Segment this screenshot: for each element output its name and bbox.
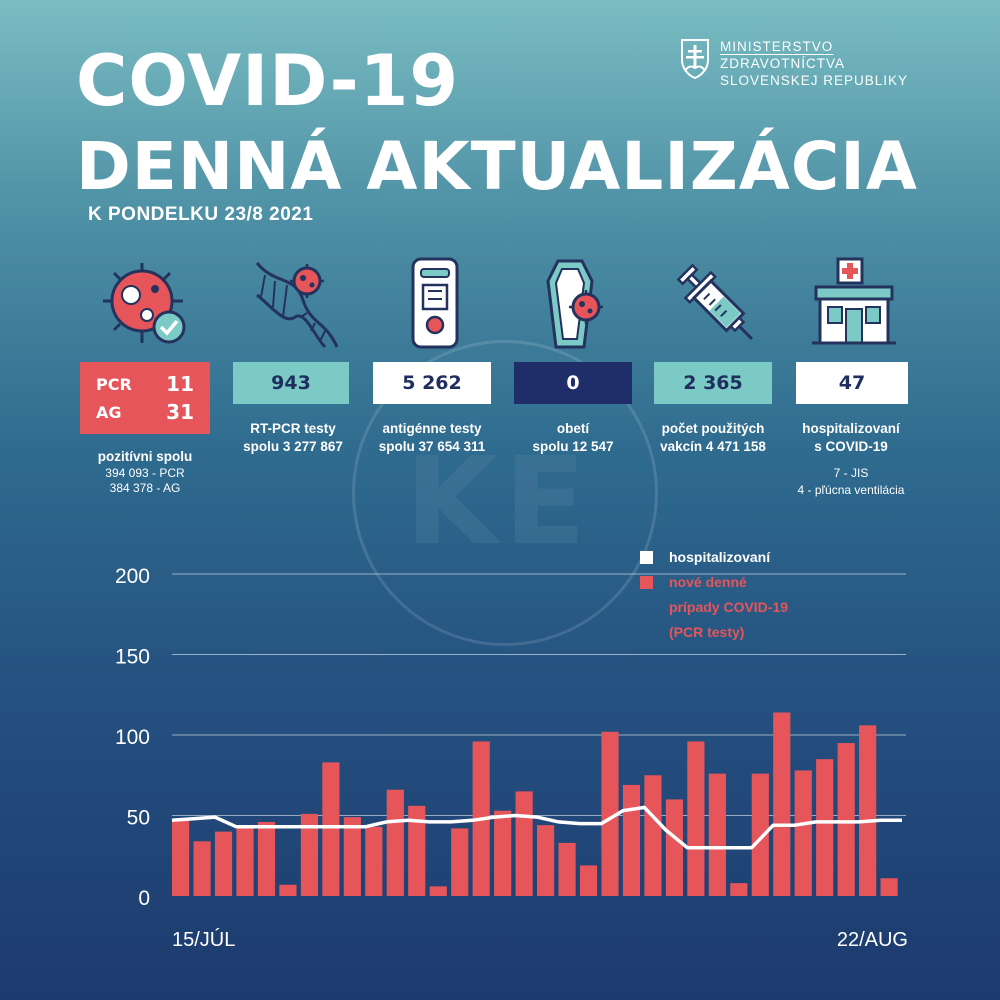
vaccines-label-2: vakcín 4 471 158	[660, 439, 766, 454]
watermark-text: KE	[405, 433, 592, 572]
legend-new-cases-line-3: (PCR testy)	[669, 624, 745, 640]
rtpcr-label: RT-PCR testy spolu 3 277 867	[226, 420, 360, 456]
hospital-label-1: hospitalizovaní	[802, 421, 900, 436]
bar	[880, 878, 898, 896]
pcr-value: 11	[166, 372, 194, 396]
legend-new-cases-line-2: prípady COVID-19	[669, 599, 789, 615]
bar	[386, 789, 404, 896]
ministry-name-line-1: MINISTERSTVO	[720, 39, 834, 54]
deaths-label-2: spolu 12 547	[532, 439, 614, 454]
hospital-icu: 7 - JIS	[833, 466, 869, 480]
positive-ag-total: 384 378 - AG	[109, 481, 181, 495]
hospital-label: hospitalizovaní s COVID-19 7 - JIS 4 - p…	[776, 420, 926, 498]
rtpcr-label-1: RT-PCR testy	[250, 421, 336, 436]
bar	[451, 828, 469, 896]
hospital-value: 47	[796, 362, 908, 404]
date-subtitle: K PONDELKU 23/8 2021	[88, 204, 314, 225]
bar	[708, 773, 726, 896]
x-label-start: 15/JÚL	[172, 928, 235, 951]
ag-value: 31	[166, 400, 194, 424]
bar	[193, 841, 211, 896]
bar	[859, 725, 877, 896]
antigen-label: antigénne testy spolu 37 654 311	[362, 420, 502, 456]
antigen-value: 5 262	[373, 362, 491, 404]
vaccines-label: počet použitých vakcín 4 471 158	[642, 420, 784, 456]
legend-new-cases: nové denné prípady COVID-19 (PCR testy)	[640, 570, 788, 645]
legend-hospitalized-label: hospitalizovaní	[669, 549, 771, 565]
deaths-value: 0	[514, 362, 632, 404]
vaccine-syringe-icon	[676, 263, 754, 341]
bar	[837, 743, 855, 896]
positive-pcr-total: 394 093 - PCR	[105, 466, 185, 480]
positive-label: pozitívni spolu 394 093 - PCR 384 378 - …	[85, 448, 205, 496]
rtpcr-label-2: spolu 3 277 867	[243, 439, 343, 454]
bar	[794, 770, 812, 896]
ministry-logo: MINISTERSTVO ZDRAVOTNÍCTVA SLOVENSKEJ RE…	[680, 38, 908, 89]
hospitalized-line	[171, 805, 902, 850]
y-tick-label: 50	[127, 807, 150, 830]
bar	[172, 820, 190, 896]
bar	[494, 810, 512, 896]
bar	[214, 831, 233, 896]
hospital-icon	[812, 257, 896, 345]
title-line-2: DENNÁ AKTUALIZÁCIA	[76, 128, 918, 205]
coffin-virus-icon	[546, 259, 603, 349]
bar	[579, 865, 598, 896]
ag-label: AG	[96, 402, 122, 422]
x-label-end: 22/AUG	[837, 929, 908, 951]
y-tick-label: 100	[115, 726, 150, 749]
bar	[429, 886, 447, 896]
bar	[300, 813, 318, 896]
bar	[257, 821, 276, 896]
antigen-label-1: antigénne testy	[382, 421, 482, 436]
title-line-1: COVID-19	[76, 40, 460, 122]
ministry-name-line-3: SLOVENSKEJ REPUBLIKY	[720, 73, 909, 88]
deaths-label: obetí spolu 12 547	[508, 420, 638, 456]
antigen-label-2: spolu 37 654 311	[378, 439, 486, 454]
bar	[322, 762, 340, 896]
rtpcr-value: 943	[233, 362, 349, 404]
positive-title: pozitívni spolu	[97, 449, 193, 464]
legend-new-cases-line-1: nové denné	[669, 574, 747, 590]
bar	[622, 784, 641, 896]
antigen-test-icon	[411, 257, 459, 349]
vaccines-label-1: počet použitých	[661, 421, 765, 436]
y-tick-label: 150	[115, 646, 150, 669]
bar	[751, 773, 769, 896]
legend-swatch-white	[640, 551, 653, 564]
bar	[279, 884, 297, 896]
ministry-name-line-2: ZDRAVOTNÍCTVA	[720, 56, 846, 71]
hospital-label-2: s COVID-19	[814, 439, 888, 454]
bar	[558, 842, 576, 896]
legend-new-cases-label: nové denné prípady COVID-19 (PCR testy)	[669, 570, 788, 645]
bar	[515, 791, 533, 896]
chart-legend: hospitalizovaní nové denné prípady COVID…	[640, 545, 788, 645]
hospital-ventilation: 4 - pľúcna ventilácia	[797, 483, 905, 497]
bar	[537, 825, 555, 896]
bar	[601, 731, 619, 896]
bar	[730, 883, 748, 896]
cases-chart: 0 50 100 150 200 15/JÚL 22/AUG	[115, 565, 908, 951]
bar	[644, 775, 662, 896]
bar	[773, 712, 791, 896]
vaccines-value: 2 365	[654, 362, 772, 404]
pcr-label: PCR	[96, 374, 132, 394]
virus-check-icon	[103, 263, 186, 344]
bar	[408, 805, 426, 896]
bar	[687, 741, 705, 896]
y-tick-label: 0	[138, 887, 150, 910]
dna-virus-icon	[255, 262, 339, 349]
y-tick-label: 200	[115, 565, 150, 588]
bar	[236, 826, 254, 896]
deaths-label-1: obetí	[556, 421, 590, 436]
bar	[365, 826, 383, 896]
coat-of-arms-icon	[681, 39, 709, 80]
bar	[665, 799, 683, 896]
positive-box: PCR 11 AG 31	[80, 362, 210, 434]
legend-swatch-red	[640, 576, 653, 589]
legend-hospitalized: hospitalizovaní	[640, 545, 788, 570]
watermark: KE	[352, 340, 658, 646]
bar	[816, 759, 834, 896]
bar	[343, 817, 361, 896]
